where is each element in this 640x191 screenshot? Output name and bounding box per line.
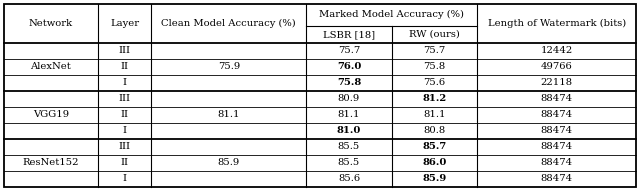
Text: 76.0: 76.0 [337, 62, 361, 71]
Text: 81.1: 81.1 [423, 110, 446, 120]
Text: 81.1: 81.1 [218, 110, 240, 120]
Text: 85.9: 85.9 [422, 175, 447, 184]
Text: 75.7: 75.7 [424, 46, 445, 55]
Text: I: I [122, 126, 127, 135]
Text: II: II [120, 62, 129, 71]
Text: ResNet152: ResNet152 [22, 159, 79, 168]
Text: III: III [118, 95, 131, 104]
Text: Network: Network [29, 19, 73, 28]
Text: II: II [120, 159, 129, 168]
Text: LSBR [18]: LSBR [18] [323, 30, 375, 39]
Text: Length of Watermark (bits): Length of Watermark (bits) [488, 19, 626, 28]
Text: 88474: 88474 [541, 95, 573, 104]
Text: 85.6: 85.6 [338, 175, 360, 184]
Text: 12442: 12442 [541, 46, 573, 55]
Text: 85.7: 85.7 [422, 142, 447, 151]
Text: 75.8: 75.8 [337, 79, 361, 87]
Text: RW (ours): RW (ours) [409, 30, 460, 39]
Text: Clean Model Accuracy (%): Clean Model Accuracy (%) [161, 19, 296, 28]
Text: 81.1: 81.1 [338, 110, 360, 120]
Text: I: I [122, 175, 127, 184]
Text: 88474: 88474 [541, 159, 573, 168]
Text: 81.0: 81.0 [337, 126, 361, 135]
Text: I: I [122, 79, 127, 87]
Text: 49766: 49766 [541, 62, 573, 71]
Text: 85.9: 85.9 [218, 159, 240, 168]
Text: 75.6: 75.6 [424, 79, 445, 87]
Text: 75.7: 75.7 [338, 46, 360, 55]
Text: 80.9: 80.9 [338, 95, 360, 104]
Text: 85.5: 85.5 [338, 142, 360, 151]
Text: II: II [120, 110, 129, 120]
Text: 22118: 22118 [541, 79, 573, 87]
Text: 80.8: 80.8 [424, 126, 445, 135]
Text: 86.0: 86.0 [422, 159, 447, 168]
Text: Layer: Layer [110, 19, 139, 28]
Text: 88474: 88474 [541, 175, 573, 184]
Text: 88474: 88474 [541, 142, 573, 151]
Text: III: III [118, 142, 131, 151]
Text: 75.9: 75.9 [218, 62, 240, 71]
Text: 88474: 88474 [541, 110, 573, 120]
Text: AlexNet: AlexNet [31, 62, 71, 71]
Text: 85.5: 85.5 [338, 159, 360, 168]
Text: III: III [118, 46, 131, 55]
Text: 81.2: 81.2 [422, 95, 447, 104]
Text: 75.8: 75.8 [424, 62, 445, 71]
Text: Marked Model Accuracy (%): Marked Model Accuracy (%) [319, 10, 464, 19]
Text: VGG19: VGG19 [33, 110, 69, 120]
Text: 88474: 88474 [541, 126, 573, 135]
